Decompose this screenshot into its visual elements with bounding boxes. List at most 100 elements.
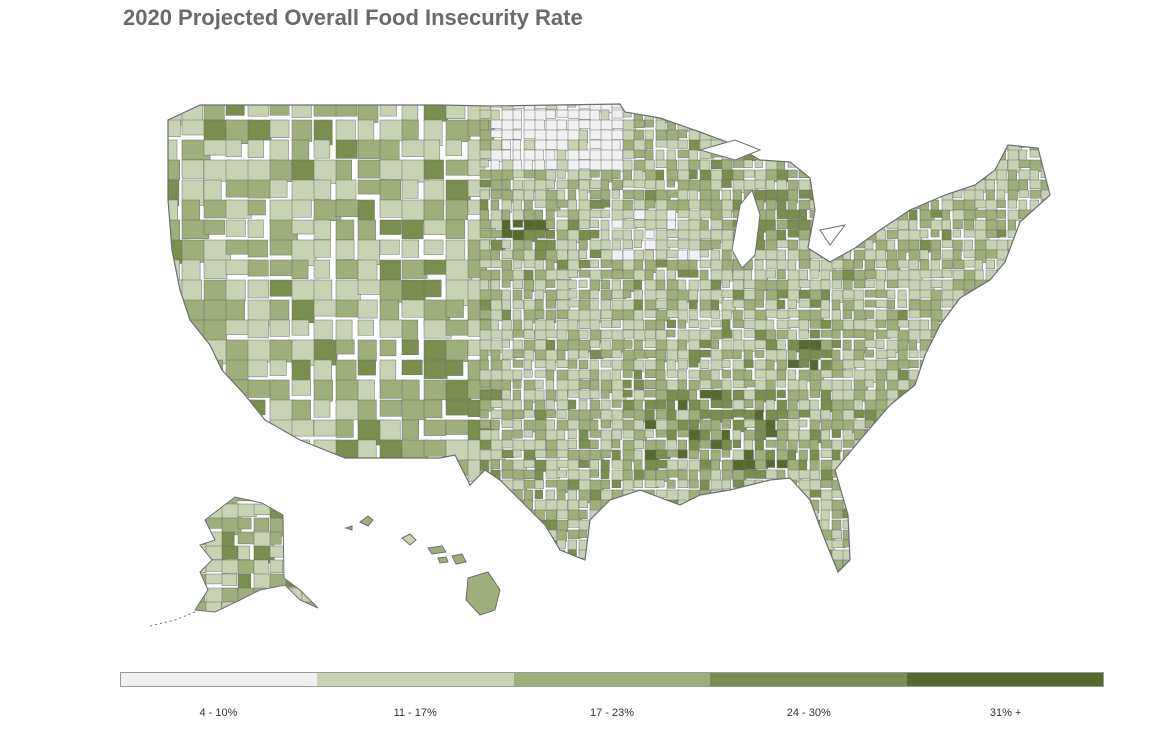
county-region bbox=[1029, 229, 1043, 239]
county-region bbox=[809, 569, 824, 572]
county-region bbox=[842, 209, 854, 224]
county-region bbox=[490, 379, 502, 390]
county-region bbox=[974, 104, 985, 112]
county-region bbox=[996, 209, 1006, 219]
county-region bbox=[644, 139, 654, 150]
county-region bbox=[666, 449, 680, 458]
county-region bbox=[919, 439, 934, 452]
county-region bbox=[974, 509, 988, 518]
county-region bbox=[963, 529, 973, 543]
county-region bbox=[996, 509, 1011, 521]
county-region bbox=[864, 569, 880, 572]
county-region bbox=[787, 119, 799, 130]
county-region bbox=[787, 549, 797, 558]
county-region bbox=[501, 509, 511, 522]
county-region bbox=[963, 109, 978, 120]
county-region bbox=[205, 587, 223, 604]
county-region bbox=[721, 469, 733, 480]
county-region bbox=[401, 259, 428, 279]
county-region bbox=[401, 419, 419, 440]
county-region bbox=[820, 409, 831, 420]
county-region bbox=[1029, 409, 1043, 423]
county-region bbox=[1029, 559, 1039, 568]
county-region bbox=[600, 209, 610, 218]
county-region bbox=[798, 139, 811, 151]
county-region bbox=[523, 259, 537, 269]
county-region bbox=[864, 379, 874, 388]
county-region bbox=[787, 429, 799, 442]
county-region bbox=[886, 209, 897, 221]
county-region bbox=[908, 259, 919, 270]
county-region bbox=[941, 279, 955, 292]
county-region bbox=[600, 549, 613, 558]
county-region bbox=[985, 479, 999, 492]
county-region bbox=[754, 249, 768, 260]
county-region bbox=[908, 559, 923, 572]
county-region bbox=[317, 531, 318, 550]
county-region bbox=[335, 179, 357, 200]
county-region bbox=[423, 419, 446, 436]
county-region bbox=[501, 239, 512, 249]
county-region bbox=[401, 139, 426, 157]
county-region bbox=[985, 359, 1001, 372]
county-region bbox=[776, 379, 786, 388]
county-region bbox=[479, 259, 492, 268]
county-region bbox=[732, 439, 742, 449]
county-region bbox=[291, 259, 309, 280]
county-region bbox=[820, 179, 831, 192]
county-region bbox=[985, 469, 1000, 483]
county-region bbox=[930, 199, 940, 212]
county-region bbox=[490, 104, 502, 109]
county-region bbox=[710, 159, 724, 169]
county-region bbox=[952, 139, 963, 151]
great-lakes bbox=[698, 139, 847, 269]
county-region bbox=[501, 569, 513, 572]
county-region bbox=[897, 219, 909, 230]
county-region bbox=[743, 529, 753, 544]
county-region bbox=[379, 199, 404, 218]
county-region bbox=[633, 479, 643, 489]
county-region bbox=[864, 239, 874, 250]
county-region bbox=[545, 509, 557, 521]
county-region bbox=[963, 189, 977, 202]
county-region bbox=[974, 489, 985, 502]
county-region bbox=[357, 459, 381, 486]
county-region bbox=[886, 179, 902, 189]
county-region bbox=[589, 279, 600, 292]
county-region bbox=[721, 549, 733, 558]
county-region bbox=[985, 449, 997, 459]
county-region bbox=[545, 399, 555, 410]
county-region bbox=[578, 369, 591, 380]
county-region bbox=[776, 549, 787, 562]
county-region bbox=[423, 459, 443, 483]
county-region bbox=[688, 439, 700, 452]
county-region bbox=[1040, 109, 1050, 124]
county-region bbox=[743, 379, 756, 388]
county-region bbox=[1052, 180, 1066, 191]
county-region bbox=[270, 616, 283, 628]
county-region bbox=[820, 104, 834, 109]
county-region bbox=[699, 229, 712, 240]
county-region bbox=[886, 299, 895, 310]
county-region bbox=[908, 309, 921, 319]
county-region bbox=[699, 529, 710, 540]
county-region bbox=[897, 409, 909, 423]
county-region bbox=[203, 104, 225, 121]
county-region bbox=[820, 149, 834, 163]
county-region bbox=[952, 239, 963, 252]
county-region bbox=[776, 389, 786, 398]
county-region bbox=[864, 429, 876, 441]
county-region bbox=[1052, 540, 1061, 549]
county-region bbox=[732, 509, 742, 523]
county-region bbox=[301, 545, 318, 557]
county-region bbox=[1007, 469, 1018, 480]
county-region bbox=[842, 189, 857, 200]
county-region bbox=[688, 299, 698, 310]
county-region bbox=[203, 439, 226, 466]
county-region bbox=[963, 299, 974, 312]
county-region bbox=[168, 299, 179, 320]
county-region bbox=[908, 339, 918, 350]
county-region bbox=[897, 319, 909, 328]
county-region bbox=[996, 569, 1007, 572]
alaska bbox=[149, 496, 319, 628]
